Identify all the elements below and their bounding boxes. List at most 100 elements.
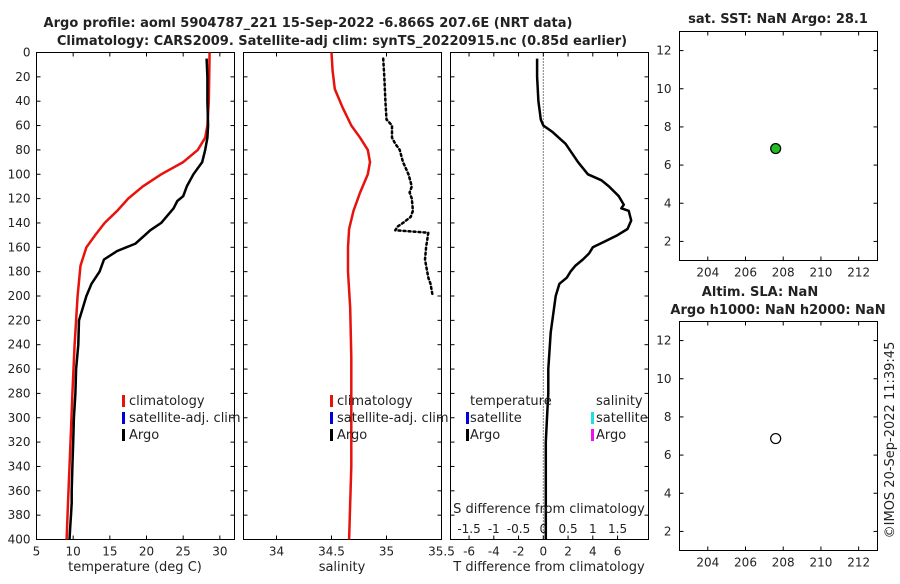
x-tick-label: 212 xyxy=(847,266,870,280)
s-tick-label: -0.5 xyxy=(507,522,530,536)
x-tick-label: 210 xyxy=(809,556,832,570)
y-tick-label: 240 xyxy=(8,338,31,352)
x-tick-label: 34.5 xyxy=(318,545,345,559)
salinity-xlabel: salinity xyxy=(319,560,366,575)
series-climatology xyxy=(65,52,211,540)
series-argo xyxy=(381,57,434,298)
legend-satellite-adj: satellite-adj. clim xyxy=(129,411,241,426)
y-tick-label: 100 xyxy=(8,167,31,181)
legend-climatology-swatch xyxy=(122,395,125,407)
y-tick-label: 40 xyxy=(15,94,30,108)
salinity-legend: climatology satellite-adj. clim Argo xyxy=(330,394,449,443)
y-tick-label: 12 xyxy=(656,44,671,58)
y-tick-label: 8 xyxy=(664,120,672,134)
x-tick-label: -4 xyxy=(488,545,500,559)
legend-t-argo: Argo xyxy=(470,428,500,443)
y-tick-label: 160 xyxy=(8,240,31,254)
y-tick-label: 340 xyxy=(8,459,31,473)
temperature-legend: climatology satellite-adj. clim Argo xyxy=(122,394,241,443)
y-tick-label: 200 xyxy=(8,289,31,303)
x-tick-label: 15 xyxy=(102,545,117,559)
legend-t-satellite: satellite xyxy=(470,411,522,426)
sst-axes xyxy=(679,31,878,261)
difference-panel: -6 -4 -2 0 2 4 6 -1.5 -1 -0.5 0 0.5 1 1.5 S differenc… xyxy=(450,52,649,575)
s-tick-label: 1 xyxy=(589,522,597,536)
temperature-ticks: 0 20 40 60 80 100 120 140 160 180 200 220 240 260 280 3… xyxy=(8,46,235,559)
s-difference-label: S difference from climatology xyxy=(453,502,645,517)
t-difference-xlabel: T difference from climatology xyxy=(452,560,645,575)
legend-temperature-title: temperature xyxy=(470,394,552,409)
x-tick-label: 2 xyxy=(564,545,572,559)
temperature-axes xyxy=(36,52,235,540)
y-tick-label: 380 xyxy=(8,508,31,522)
s-tick-label: -1.5 xyxy=(457,522,480,536)
legend-satellite-adj: satellite-adj. clim xyxy=(337,411,449,426)
x-tick-label: 25 xyxy=(176,545,191,559)
temperature-panel: 0 20 40 60 80 100 120 140 160 180 200 220 240 260 280 3… xyxy=(8,46,241,576)
difference-legend-temperature: temperature satellite Argo xyxy=(466,394,552,443)
legend-s-satellite-swatch xyxy=(591,412,594,424)
sst-title: sat. SST: NaN Argo: 28.1 xyxy=(688,12,868,27)
title-line2: Climatology: CARS2009. Satellite-adj cli… xyxy=(57,34,627,49)
temperature-xlabel: temperature (deg C) xyxy=(68,560,202,575)
sst-ticks: 2 4 6 8 10 12 204 206 208 210 212 xyxy=(656,31,878,280)
difference-legend-salinity: salinity satellite Argo xyxy=(591,394,648,443)
s-tick-label: -1 xyxy=(488,522,500,536)
s-tick-label: 1.5 xyxy=(608,522,627,536)
x-tick-label: 34 xyxy=(269,545,284,559)
x-tick-label: 5 xyxy=(33,545,41,559)
title-line1: Argo profile: aoml 5904787_221 15-Sep-20… xyxy=(44,16,573,31)
profile-location-marker xyxy=(770,142,782,155)
difference-series xyxy=(535,58,633,540)
x-tick-label: 35 xyxy=(379,545,394,559)
x-tick-label: 6 xyxy=(614,545,622,559)
x-tick-label: 206 xyxy=(734,556,757,570)
x-tick-label: 204 xyxy=(696,266,719,280)
y-tick-label: 300 xyxy=(8,411,31,425)
x-tick-label: 20 xyxy=(139,545,154,559)
y-tick-label: 8 xyxy=(664,410,672,424)
x-tick-label: 10 xyxy=(66,545,81,559)
s-tick-label: 0.5 xyxy=(559,522,578,536)
y-tick-label: 360 xyxy=(8,484,31,498)
x-tick-label: 4 xyxy=(589,545,597,559)
legend-argo: Argo xyxy=(337,428,367,443)
series-t-argo xyxy=(535,58,633,540)
sla-ticks: 2 4 6 8 10 12 204 206 208 210 212 xyxy=(656,321,878,570)
y-tick-label: 320 xyxy=(8,435,31,449)
series-climatology xyxy=(330,52,372,540)
difference-axes xyxy=(450,52,649,540)
legend-t-satellite-swatch xyxy=(466,412,469,424)
x-tick-label: 30 xyxy=(212,545,227,559)
y-tick-label: 400 xyxy=(8,533,31,547)
y-tick-label: 10 xyxy=(656,372,671,386)
salinity-axes xyxy=(243,52,442,540)
x-tick-label: 206 xyxy=(734,266,757,280)
x-tick-label: -2 xyxy=(513,545,525,559)
y-tick-label: 2 xyxy=(664,234,672,248)
y-tick-label: 2 xyxy=(664,524,672,538)
x-tick-label: 204 xyxy=(696,556,719,570)
y-tick-label: 140 xyxy=(8,216,31,230)
salinity-series xyxy=(330,52,434,540)
x-tick-label: 0 xyxy=(539,545,547,559)
sla-title-1: Altim. SLA: NaN xyxy=(702,285,818,300)
temperature-series xyxy=(65,52,211,540)
y-tick-label: 80 xyxy=(15,143,30,157)
legend-t-argo-swatch xyxy=(466,429,469,441)
legend-argo-swatch xyxy=(122,429,125,441)
x-tick-label: 208 xyxy=(772,556,795,570)
legend-climatology: climatology xyxy=(129,394,205,409)
legend-s-argo: Argo xyxy=(596,428,626,443)
y-tick-label: 120 xyxy=(8,192,31,206)
x-tick-label: 210 xyxy=(809,266,832,280)
sla-title-2: Argo h1000: NaN h2000: NaN xyxy=(670,303,885,318)
y-tick-label: 4 xyxy=(664,196,672,210)
y-tick-label: 6 xyxy=(664,158,672,172)
legend-climatology-swatch xyxy=(330,395,333,407)
sla-panel: Altim. SLA: NaN Argo h1000: NaN h2000: N… xyxy=(656,285,885,570)
y-tick-label: 6 xyxy=(664,448,672,462)
difference-ticks: -6 -4 -2 0 2 4 6 -1.5 -1 -0.5 0 0.5 1 1.5 xyxy=(450,52,649,559)
